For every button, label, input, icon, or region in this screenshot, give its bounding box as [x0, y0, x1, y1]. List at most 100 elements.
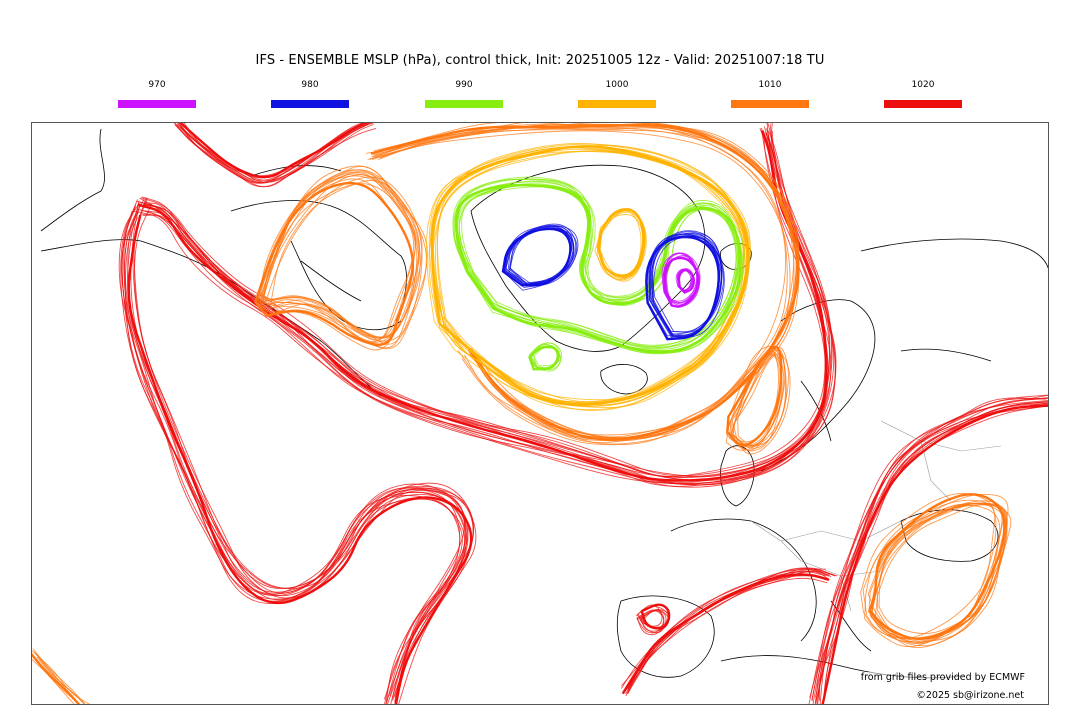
isobar-1020 — [809, 397, 1047, 698]
isobar-1010 — [726, 345, 783, 447]
isobar-1000 — [432, 150, 749, 409]
legend-item-980: 980 — [271, 78, 349, 108]
isobar-1000 — [596, 214, 645, 282]
isobar-bundle-1020-iberia — [620, 567, 838, 697]
isobar-1020 — [627, 570, 835, 695]
isobar-1010 — [257, 172, 415, 343]
isobar-1020 — [118, 202, 465, 700]
coast-russia — [860, 238, 1048, 362]
isobar-1020 — [817, 401, 1048, 704]
isobar-1010 — [732, 353, 791, 455]
mslp-map — [31, 122, 1049, 705]
isobar-1020 — [816, 403, 1048, 704]
isobar-1020 — [173, 123, 371, 181]
isobar-1010 — [726, 346, 783, 443]
isobar-spots-1020-iberia — [635, 603, 671, 636]
isobar-1020 — [176, 123, 375, 184]
isobar-1010 — [868, 493, 1006, 640]
isobar-970 — [665, 255, 700, 307]
legend-label: 980 — [301, 80, 319, 90]
isobar-bundle-1010-blacksea — [860, 493, 1012, 649]
legend-swatch — [425, 100, 503, 108]
isobar-bundle-970 — [661, 252, 701, 308]
border-east — [880, 420, 1002, 502]
isobar-1020 — [640, 609, 670, 632]
coast-greenland — [470, 164, 706, 352]
legend-label: 1000 — [605, 80, 629, 90]
isobar-1010 — [374, 123, 797, 439]
isobar-1010 — [259, 175, 417, 341]
isobar-990 — [455, 176, 739, 346]
isobar-990 — [533, 346, 561, 372]
isobar-970 — [676, 269, 693, 292]
isobar-1020 — [811, 394, 1048, 701]
isobar-1020 — [140, 135, 835, 486]
isobar-1020 — [638, 606, 669, 628]
isobar-1020 — [145, 132, 832, 488]
isobar-1020 — [130, 203, 469, 698]
legend-swatch — [271, 100, 349, 108]
isobar-1020 — [140, 123, 833, 477]
isobar-990 — [454, 178, 737, 347]
legend-swatch — [884, 100, 962, 108]
isobar-1010 — [36, 656, 86, 704]
isobar-1010 — [874, 504, 1012, 642]
isobar-bundle-980-west — [501, 223, 579, 291]
legend-item-990: 990 — [425, 78, 503, 108]
isobar-1000 — [428, 146, 745, 403]
isobar-990 — [455, 181, 737, 350]
isobar-1010 — [261, 174, 428, 342]
isobar-1000 — [437, 146, 751, 407]
legend-swatch — [731, 100, 809, 108]
isobar-legend: 970 980 990 1000 1010 1020 — [0, 78, 1080, 112]
border-europe — [750, 520, 902, 612]
isobar-1010 — [35, 653, 81, 704]
isobar-1010 — [870, 504, 1007, 649]
isobar-1010 — [270, 180, 427, 345]
isobar-1010 — [374, 123, 795, 439]
isobar-1020 — [174, 124, 369, 188]
isobar-1010 — [367, 130, 791, 446]
isobar-1010 — [867, 503, 1003, 640]
coast-iceland — [600, 364, 648, 395]
legend-item-970: 970 — [118, 78, 196, 108]
isobar-970 — [663, 252, 698, 304]
isobar-980 — [508, 228, 578, 287]
isobar-1010 — [264, 176, 423, 350]
isobar-1000 — [430, 145, 746, 404]
isobar-1000 — [599, 210, 647, 280]
isobar-1010 — [261, 183, 419, 349]
isobar-bundle-1020-north — [173, 123, 377, 188]
political-borders — [750, 420, 1002, 612]
isobar-1020 — [143, 123, 831, 479]
legend-label: 990 — [455, 80, 473, 90]
isobar-1020 — [133, 128, 826, 484]
isobar-1000 — [598, 209, 646, 279]
isobar-bundle-1020-main — [133, 123, 837, 488]
legend-label: 970 — [148, 80, 166, 90]
isobar-1020 — [640, 608, 671, 630]
isobar-1010 — [33, 656, 80, 704]
isobar-1020 — [819, 405, 1048, 704]
isobar-bundle-1000 — [426, 143, 751, 412]
isobar-1020 — [621, 571, 826, 687]
isobar-980 — [503, 225, 575, 286]
isobar-990 — [455, 185, 741, 353]
isobar-1020 — [120, 203, 461, 702]
legend-item-1010: 1010 — [731, 78, 809, 108]
coast-hudson-bay — [290, 240, 402, 331]
isobar-1000 — [594, 210, 642, 280]
isobar-1020 — [132, 198, 474, 701]
isobar-bundle-1020-east — [808, 394, 1048, 704]
isobar-bundle-1010-scandi — [725, 345, 791, 455]
legend-swatch — [118, 100, 196, 108]
isobar-1010 — [878, 493, 1009, 634]
isobar-980 — [648, 234, 719, 336]
isobar-bundle-1010-canada — [254, 165, 428, 351]
isobar-layer — [32, 123, 1048, 704]
isobar-bundle-1020-west — [118, 197, 477, 704]
map-canvas — [32, 123, 1048, 704]
isobar-1010 — [32, 652, 81, 704]
isobar-bundle-1000-centre — [594, 207, 647, 282]
isobar-1020 — [124, 212, 469, 704]
